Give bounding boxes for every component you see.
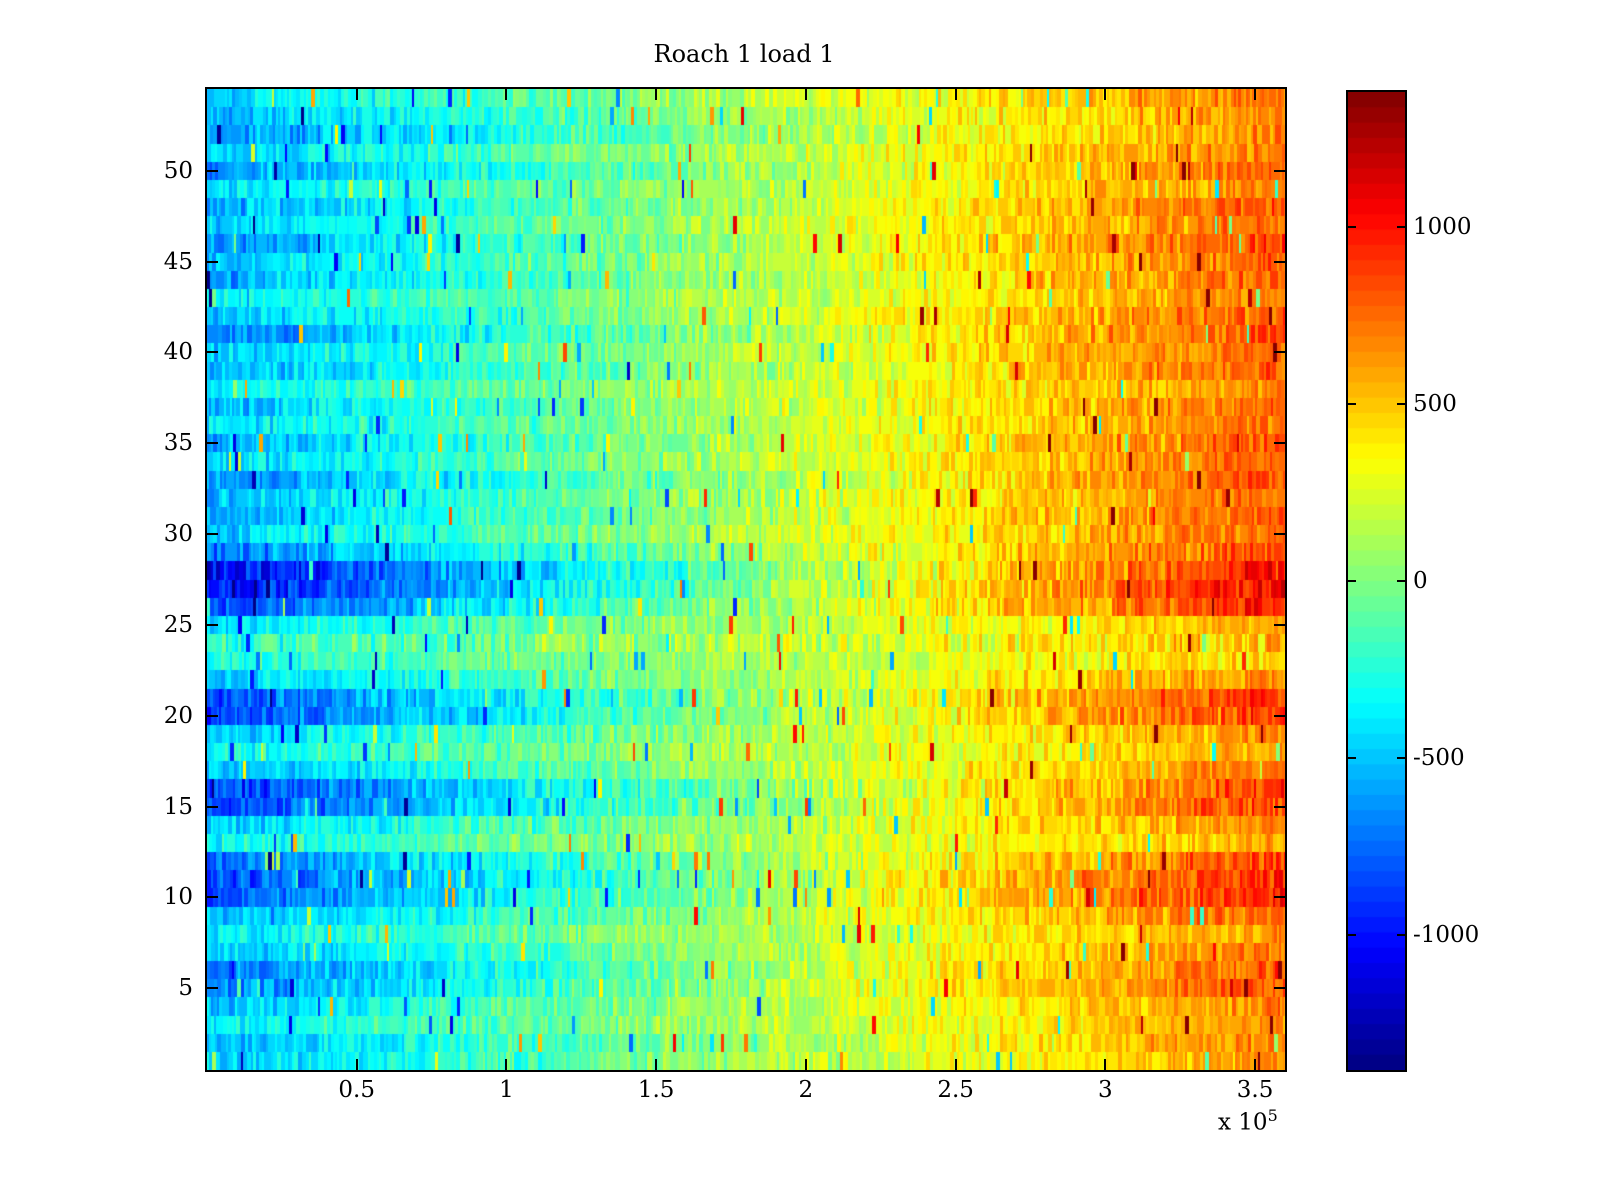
y-tick-mark <box>207 260 218 263</box>
y-tick-label: 20 <box>163 702 193 729</box>
x-tick-label: 1 <box>499 1077 514 1103</box>
y-tick-label: 35 <box>163 430 193 457</box>
y-tick-label: 5 <box>178 975 193 1002</box>
x-axis-exponent-label: x 105 <box>1218 1106 1278 1136</box>
colorbar-tick-label: 0 <box>1413 568 1428 594</box>
y-tick-mark-right <box>1274 260 1285 263</box>
heatmap-canvas <box>207 89 1285 1070</box>
exponent-prefix: x 10 <box>1218 1109 1268 1136</box>
x-tick-mark <box>1104 1059 1107 1070</box>
y-tick-label: 10 <box>163 884 193 911</box>
y-tick-mark <box>207 623 218 626</box>
colorbar-tick-mark-right <box>1397 402 1405 405</box>
x-tick-mark-top <box>954 89 957 100</box>
y-tick-mark-right <box>1274 805 1285 808</box>
y-tick-mark-right <box>1274 714 1285 717</box>
y-tick-label: 40 <box>163 339 193 366</box>
x-tick-label: 2 <box>798 1077 814 1103</box>
y-tick-mark <box>207 805 218 808</box>
chart-title: Roach 1 load 1 <box>653 40 835 68</box>
y-tick-mark <box>207 351 218 354</box>
x-tick-label: 3 <box>1098 1077 1113 1103</box>
x-tick-mark-top <box>355 89 358 100</box>
y-tick-label: 45 <box>163 248 193 275</box>
colorbar-tick-mark <box>1348 580 1356 582</box>
colorbar-tick-label: -1000 <box>1413 922 1480 949</box>
colorbar-tick-mark <box>1348 225 1356 228</box>
x-tick-label: 1.5 <box>637 1077 675 1103</box>
x-tick-mark <box>804 1059 807 1070</box>
y-tick-mark <box>207 169 218 172</box>
y-tick-mark <box>207 896 218 899</box>
colorbar-tick-mark-right <box>1397 934 1405 937</box>
colorbar-tick-label: 1000 <box>1413 213 1472 240</box>
y-tick-mark-right <box>1274 623 1285 626</box>
heatmap-plot-area <box>205 87 1287 1072</box>
x-tick-mark <box>505 1059 508 1070</box>
y-tick-mark <box>207 987 218 990</box>
colorbar-tick-mark <box>1348 757 1356 760</box>
x-tick-mark <box>954 1059 957 1070</box>
y-tick-mark-right <box>1274 987 1285 990</box>
y-tick-mark <box>207 533 218 536</box>
colorbar <box>1346 90 1407 1072</box>
x-tick-mark <box>1254 1059 1257 1070</box>
y-tick-mark <box>207 442 218 445</box>
y-tick-mark-right <box>1274 896 1285 899</box>
x-tick-mark <box>355 1059 358 1070</box>
x-tick-mark-top <box>1254 89 1257 100</box>
colorbar-tick-mark-right <box>1397 225 1405 228</box>
x-tick-label: 0.5 <box>338 1077 375 1103</box>
x-tick-label: 3.5 <box>1236 1077 1274 1103</box>
y-tick-mark-right <box>1274 442 1285 445</box>
colorbar-tick-label: -500 <box>1413 745 1465 772</box>
colorbar-tick-mark <box>1348 402 1356 405</box>
x-tick-mark-top <box>505 89 508 100</box>
colorbar-tick-mark-right <box>1397 757 1405 760</box>
y-tick-label: 50 <box>163 157 193 184</box>
x-tick-mark-top <box>655 89 658 100</box>
y-tick-label: 30 <box>163 521 193 548</box>
colorbar-tick-label: 500 <box>1413 390 1457 417</box>
y-tick-mark-right <box>1274 351 1285 354</box>
x-tick-mark-top <box>1104 89 1107 100</box>
y-tick-label: 25 <box>163 611 193 638</box>
x-tick-mark <box>655 1059 658 1070</box>
y-tick-mark-right <box>1274 533 1285 536</box>
y-tick-mark-right <box>1274 169 1285 172</box>
colorbar-tick-mark <box>1348 934 1356 937</box>
y-tick-label: 15 <box>163 793 193 820</box>
colorbar-tick-mark-right <box>1397 580 1405 582</box>
x-tick-mark-top <box>804 89 807 100</box>
y-tick-mark <box>207 714 218 717</box>
x-tick-label: 2.5 <box>937 1077 974 1103</box>
exponent-value: 5 <box>1267 1106 1278 1125</box>
colorbar-canvas <box>1348 92 1405 1070</box>
